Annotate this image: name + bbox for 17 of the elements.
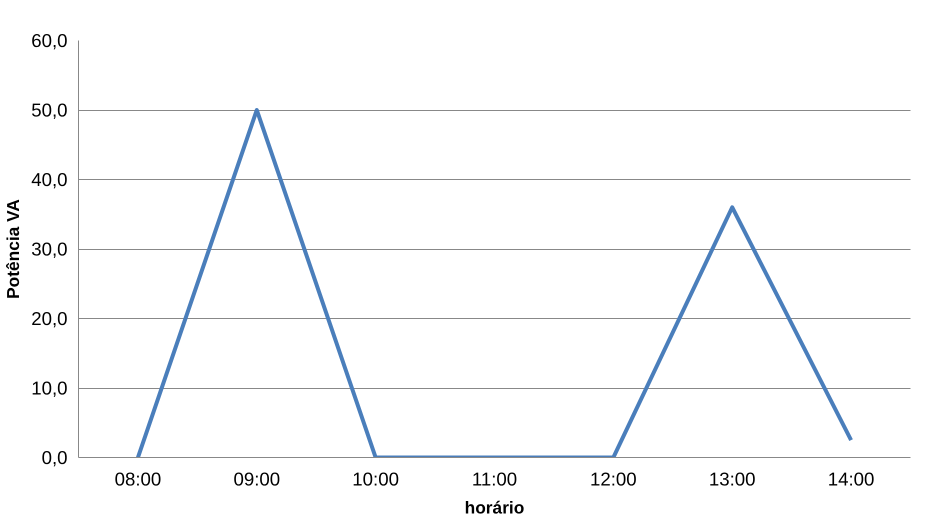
x-tick-label: 13:00 bbox=[708, 468, 756, 490]
x-tick-label: 10:00 bbox=[352, 468, 399, 490]
y-tick-label: 20,0 bbox=[31, 308, 68, 329]
y-tick-label: 10,0 bbox=[31, 378, 68, 398]
y-axis-title: Potência VA bbox=[3, 198, 24, 299]
line-series bbox=[136, 108, 854, 458]
x-tick-label: 14:00 bbox=[828, 468, 874, 490]
y-tick-label: 40,0 bbox=[31, 169, 68, 190]
x-tick-label: 08:00 bbox=[114, 468, 162, 490]
y-tick-label: 50,0 bbox=[31, 100, 68, 120]
y-tick-label: 30,0 bbox=[31, 238, 68, 260]
x-tick-label: 12:00 bbox=[590, 468, 637, 490]
x-tick-label: 09:00 bbox=[233, 468, 280, 490]
x-tick-label: 11:00 bbox=[472, 468, 518, 490]
x-axis-title: horário bbox=[464, 498, 524, 518]
y-tick-label: 0,0 bbox=[42, 447, 68, 468]
y-tick-label: 60,0 bbox=[31, 30, 68, 51]
